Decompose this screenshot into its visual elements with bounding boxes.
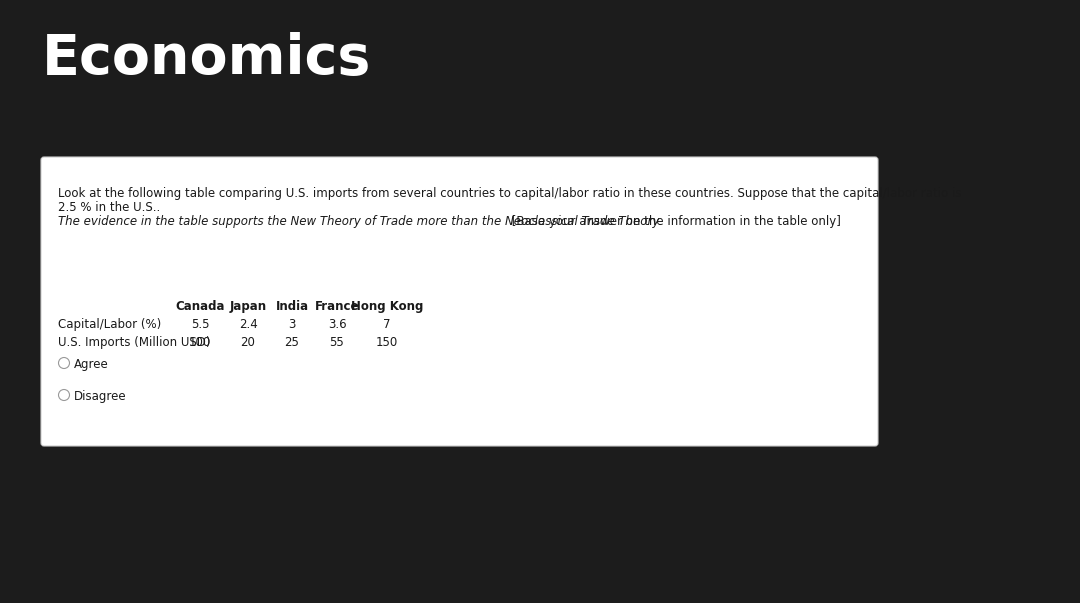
Text: France: France	[314, 300, 360, 313]
Text: 55: 55	[329, 336, 345, 349]
Text: Look at the following table comparing U.S. imports from several countries to cap: Look at the following table comparing U.…	[58, 187, 961, 200]
Text: Hong Kong: Hong Kong	[351, 300, 423, 313]
Text: 3.6: 3.6	[327, 318, 347, 331]
Circle shape	[58, 358, 69, 368]
Text: Capital/Labor (%): Capital/Labor (%)	[58, 318, 161, 331]
Text: 2.4: 2.4	[239, 318, 257, 331]
Text: 150: 150	[376, 336, 399, 349]
Text: The evidence in the table supports the New Theory of Trade more than the Neoclas: The evidence in the table supports the N…	[58, 215, 662, 228]
Text: Disagree: Disagree	[75, 390, 126, 403]
Text: 20: 20	[241, 336, 256, 349]
Text: India: India	[275, 300, 309, 313]
Text: 5.5: 5.5	[191, 318, 210, 331]
Text: 100: 100	[189, 336, 211, 349]
Text: 25: 25	[284, 336, 299, 349]
Text: U.S. Imports (Million USD): U.S. Imports (Million USD)	[58, 336, 211, 349]
Text: 3: 3	[288, 318, 296, 331]
Text: Agree: Agree	[75, 358, 109, 371]
Circle shape	[58, 390, 69, 400]
Text: [Base your answer on the information in the table only]: [Base your answer on the information in …	[509, 215, 841, 228]
Text: Economics: Economics	[42, 32, 372, 86]
FancyBboxPatch shape	[41, 157, 878, 446]
Text: 7: 7	[383, 318, 391, 331]
Text: Japan: Japan	[229, 300, 267, 313]
Text: Canada: Canada	[175, 300, 225, 313]
Text: 2.5 % in the U.S..: 2.5 % in the U.S..	[58, 201, 160, 214]
